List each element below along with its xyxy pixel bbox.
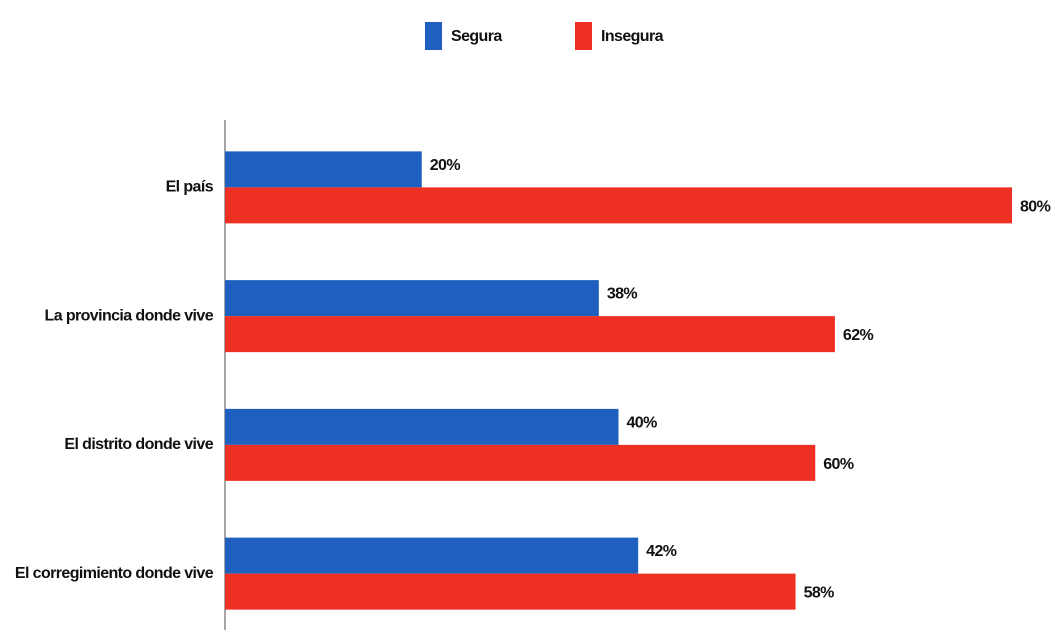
value-label: 80% (1020, 198, 1051, 215)
legend-label: Segura (451, 28, 502, 45)
category-label: El país (166, 179, 214, 196)
bar (225, 573, 796, 610)
value-label: 42% (646, 543, 677, 560)
category-label: La provincia donde vive (45, 307, 214, 324)
value-label: 38% (607, 286, 638, 303)
legend-swatch (575, 22, 592, 50)
bar (225, 151, 422, 188)
legend-label: Insegura (601, 28, 664, 45)
value-label: 20% (430, 157, 461, 174)
legend-swatch (425, 22, 442, 50)
bar (225, 187, 1012, 224)
value-label: 58% (804, 585, 835, 602)
bar (225, 408, 619, 445)
category-label: El distrito donde vive (64, 436, 213, 453)
bar (225, 537, 639, 574)
bar (225, 316, 835, 353)
value-label: 40% (627, 414, 658, 431)
bar (225, 444, 816, 481)
value-label: 60% (823, 456, 854, 473)
value-label: 62% (843, 327, 874, 344)
bar (225, 280, 599, 317)
category-label: El corregimiento donde vive (15, 565, 214, 582)
